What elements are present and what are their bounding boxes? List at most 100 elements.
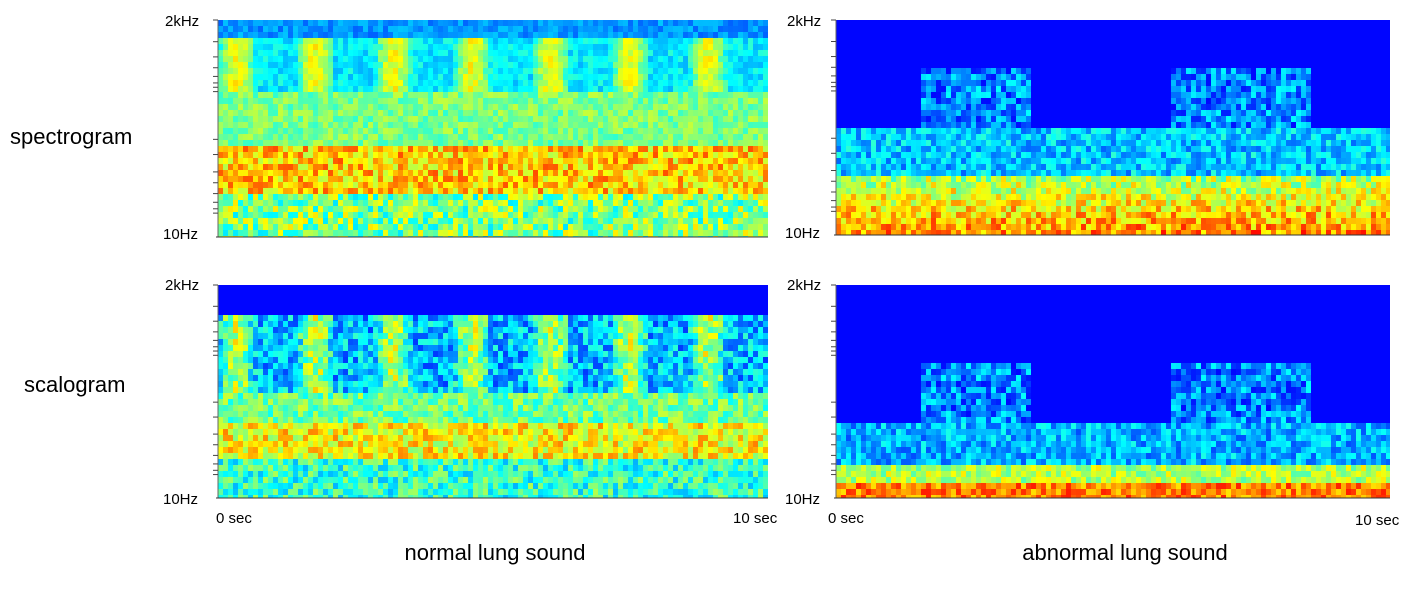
heat-cell [313,74,318,80]
heat-cell [1326,32,1331,38]
heat-cell [1076,26,1081,32]
heat-cell [588,122,593,128]
heat-cell [518,200,523,206]
heat-cell [523,182,528,188]
heat-cell [378,80,383,86]
heat-cell [623,230,628,236]
heat-cell [233,50,238,56]
heat-cell [618,32,623,38]
heat-cell [623,122,628,128]
heat-cell [1056,56,1061,62]
heat-cell [253,50,258,56]
heat-cell [733,128,738,134]
heat-cell [348,152,353,158]
heat-cell [548,98,553,104]
heat-cell [513,182,518,188]
heat-cell [941,20,946,26]
heat-cell [718,134,723,140]
heat-cell [733,110,738,116]
heat-cell [443,224,448,230]
heat-cell [518,182,523,188]
heat-cell [723,176,728,182]
heat-cell [738,158,743,164]
heat-cell [1301,38,1306,44]
heat-cell [288,218,293,224]
heat-cell [618,122,623,128]
heat-cell [738,62,743,68]
heat-cell [263,56,268,62]
heat-cell [488,188,493,194]
heat-cell [348,110,353,116]
heat-cell [218,50,223,56]
heat-cell [308,200,313,206]
heat-cell [493,38,498,44]
heat-cell [368,200,373,206]
heat-cell [1181,50,1186,56]
heat-cell [243,26,248,32]
heat-cell [1006,50,1011,56]
heat-cell [593,218,598,224]
heat-cell [343,218,348,224]
heat-cell [373,56,378,62]
heat-cell [693,68,698,74]
heat-cell [1081,32,1086,38]
heat-cell [443,122,448,128]
heat-cell [758,200,763,206]
heat-cell [911,32,916,38]
heat-cell [753,146,758,152]
heat-cell [1076,44,1081,50]
heat-cell [478,128,483,134]
heat-cell [553,98,558,104]
heat-cell [941,62,946,68]
heat-cell [603,206,608,212]
heat-cell [723,140,728,146]
heat-cell [473,140,478,146]
heat-cell [633,44,638,50]
heat-cell [538,140,543,146]
heat-cell [553,224,558,230]
heat-cell [643,50,648,56]
heat-cell [1316,56,1321,62]
heat-cell [293,44,298,50]
heat-cell [233,104,238,110]
heat-cell [1036,20,1041,26]
heat-cell [1231,32,1236,38]
heat-cell [633,170,638,176]
heat-cell [228,134,233,140]
heat-cell [383,176,388,182]
heat-cell [583,200,588,206]
heat-cell [493,116,498,122]
heat-cell [713,164,718,170]
heat-cell [713,128,718,134]
heat-cell [738,86,743,92]
heat-cell [1036,56,1041,62]
heat-cell [268,20,273,26]
heat-cell [398,218,403,224]
heat-cell [718,140,723,146]
heat-cell [563,176,568,182]
heat-cell [708,170,713,176]
heat-cell [368,230,373,236]
heat-cell [608,230,613,236]
heat-cell [528,176,533,182]
heat-cell [1281,38,1286,44]
heat-cell [428,200,433,206]
heat-cell [1041,56,1046,62]
heat-cell [1146,56,1151,62]
heat-cell [1006,20,1011,26]
heat-cell [613,140,618,146]
heat-cell [1126,32,1131,38]
heat-cell [233,38,238,44]
heat-cell [1166,38,1171,44]
heat-cell [373,200,378,206]
heat-cell [388,200,393,206]
heat-cell [423,98,428,104]
heat-cell [891,26,896,32]
heat-cell [956,32,961,38]
heat-cell [578,56,583,62]
heat-cell [941,26,946,32]
heat-cell [418,194,423,200]
heat-cell [683,86,688,92]
heat-cell [253,26,258,32]
heat-cell [373,146,378,152]
